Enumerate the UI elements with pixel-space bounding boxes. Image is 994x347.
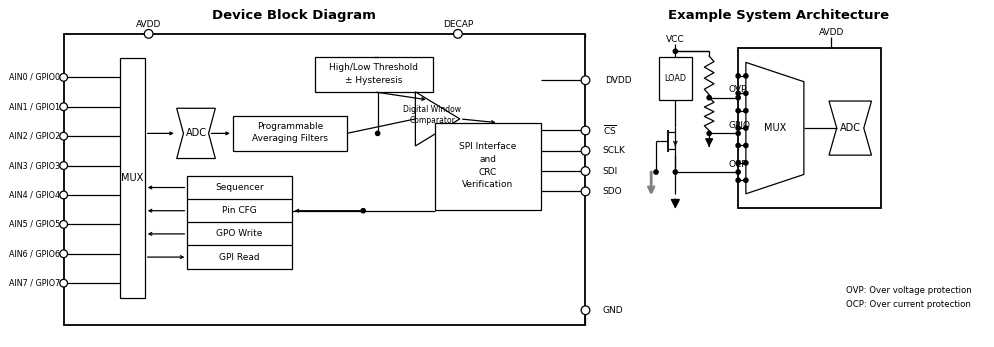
Text: SDO: SDO: [602, 187, 622, 196]
Text: OVP: OVP: [729, 85, 746, 94]
Text: DECAP: DECAP: [442, 20, 473, 29]
Circle shape: [654, 170, 658, 174]
Text: $\overline{\mathsf{CS}}$: $\overline{\mathsf{CS}}$: [602, 124, 617, 137]
Text: VCC: VCC: [666, 35, 685, 44]
Polygon shape: [415, 92, 460, 146]
Text: LOAD: LOAD: [664, 74, 686, 83]
Text: AVDD: AVDD: [818, 28, 844, 37]
Text: Digital Window: Digital Window: [404, 105, 461, 114]
Text: Comparator: Comparator: [410, 116, 455, 125]
Text: GPIO: GPIO: [729, 121, 750, 130]
Circle shape: [144, 29, 153, 38]
Circle shape: [744, 161, 748, 165]
Circle shape: [673, 49, 678, 53]
Circle shape: [736, 178, 741, 183]
Circle shape: [60, 191, 68, 199]
Circle shape: [581, 167, 589, 176]
Circle shape: [581, 126, 589, 135]
Text: MUX: MUX: [121, 173, 143, 183]
Bar: [434, 123, 541, 210]
Circle shape: [581, 76, 589, 85]
Text: Example System Architecture: Example System Architecture: [668, 9, 890, 22]
Circle shape: [736, 91, 741, 95]
Text: OVP: Over voltage protection: OVP: Over voltage protection: [846, 286, 972, 295]
Text: GND: GND: [602, 306, 623, 315]
Text: SPI Interface: SPI Interface: [459, 142, 517, 151]
Circle shape: [60, 250, 68, 257]
Circle shape: [736, 95, 741, 100]
Text: ± Hysteresis: ± Hysteresis: [345, 76, 403, 85]
Text: Pin CFG: Pin CFG: [222, 206, 256, 215]
Circle shape: [60, 162, 68, 169]
Text: AIN4 / GPIO4: AIN4 / GPIO4: [9, 191, 60, 200]
Circle shape: [60, 279, 68, 287]
Circle shape: [736, 126, 741, 130]
Polygon shape: [746, 62, 804, 194]
Bar: [315, 57, 432, 92]
Text: AIN7 / GPIO7: AIN7 / GPIO7: [9, 279, 60, 288]
Circle shape: [673, 170, 678, 174]
Circle shape: [707, 95, 712, 100]
Circle shape: [744, 74, 748, 78]
Text: AIN2 / GPIO2: AIN2 / GPIO2: [9, 132, 60, 141]
Circle shape: [453, 29, 462, 38]
Circle shape: [60, 74, 68, 81]
Text: Programmable: Programmable: [256, 122, 323, 131]
Text: CRC: CRC: [479, 168, 497, 177]
Text: ADC: ADC: [840, 123, 861, 133]
Text: GPI Read: GPI Read: [220, 253, 259, 262]
Text: Sequencer: Sequencer: [215, 183, 263, 192]
Circle shape: [60, 103, 68, 111]
Text: OCP: Over current protection: OCP: Over current protection: [846, 300, 971, 309]
Circle shape: [60, 220, 68, 228]
Circle shape: [736, 161, 741, 165]
Circle shape: [744, 91, 748, 95]
Circle shape: [581, 187, 589, 196]
Circle shape: [744, 143, 748, 147]
Text: AIN5 / GPIO5: AIN5 / GPIO5: [9, 220, 60, 229]
Text: AIN0 / GPIO0: AIN0 / GPIO0: [9, 73, 60, 82]
Text: MUX: MUX: [763, 123, 786, 133]
Text: AIN1 / GPIO1: AIN1 / GPIO1: [9, 102, 60, 111]
Circle shape: [707, 131, 712, 136]
Bar: [739, 48, 881, 208]
Circle shape: [581, 306, 589, 315]
Text: AIN6 / GPIO6: AIN6 / GPIO6: [9, 249, 60, 258]
Circle shape: [736, 170, 741, 174]
Text: High/Low Threshold: High/Low Threshold: [329, 63, 418, 72]
Bar: [659, 57, 692, 100]
Bar: [119, 58, 145, 298]
Text: AIN3 / GPIO3: AIN3 / GPIO3: [9, 161, 60, 170]
Text: Device Block Diagram: Device Block Diagram: [212, 9, 376, 22]
Text: SDI: SDI: [602, 167, 618, 176]
Text: GPO Write: GPO Write: [217, 229, 262, 238]
Circle shape: [736, 143, 741, 147]
Circle shape: [60, 132, 68, 140]
Text: DVDD: DVDD: [604, 76, 631, 85]
Circle shape: [736, 74, 741, 78]
Bar: [64, 34, 585, 325]
Circle shape: [581, 146, 589, 155]
Text: AVDD: AVDD: [136, 20, 161, 29]
Circle shape: [744, 109, 748, 113]
Text: Averaging Filters: Averaging Filters: [251, 134, 328, 143]
Polygon shape: [829, 101, 872, 155]
Circle shape: [744, 178, 748, 183]
Circle shape: [376, 131, 380, 136]
Polygon shape: [177, 108, 216, 159]
Text: ADC: ADC: [186, 128, 207, 138]
Circle shape: [361, 209, 366, 213]
Circle shape: [744, 126, 748, 130]
Text: OCP: OCP: [729, 160, 747, 169]
Bar: [233, 116, 347, 151]
Text: Verification: Verification: [462, 180, 514, 189]
Circle shape: [736, 131, 741, 136]
Text: SCLK: SCLK: [602, 146, 626, 155]
Bar: [187, 176, 291, 269]
Text: and: and: [479, 155, 496, 164]
Circle shape: [736, 109, 741, 113]
